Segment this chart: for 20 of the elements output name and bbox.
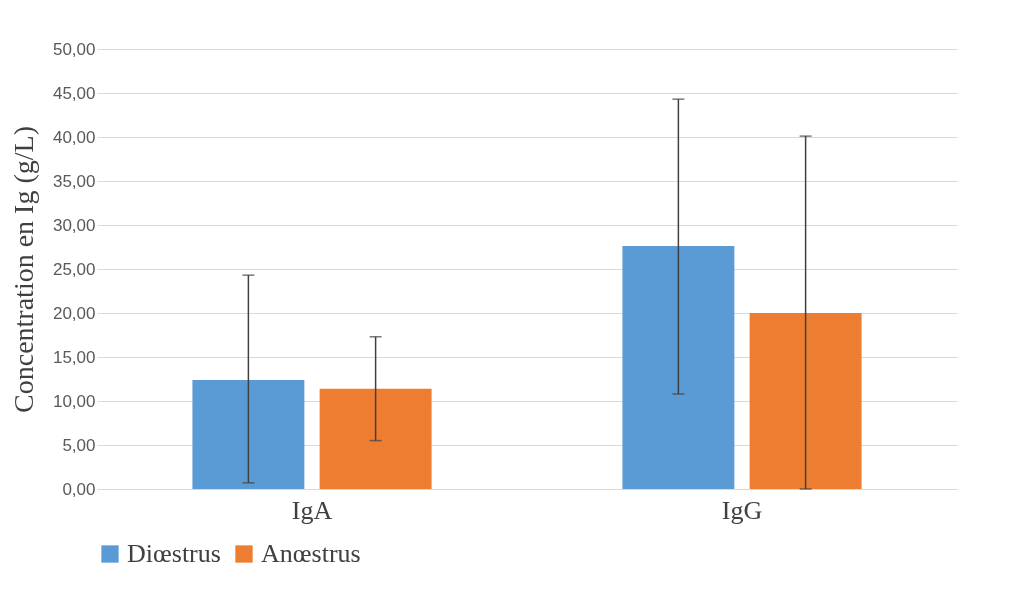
y-tick-label: 30,00 bbox=[52, 215, 96, 235]
y-tick-label: 5,00 bbox=[62, 435, 96, 455]
bar bbox=[749, 313, 862, 489]
y-tick-label: 10,00 bbox=[52, 391, 96, 411]
bar bbox=[192, 379, 305, 489]
y-axis-title: Concentration en Ig (g/L) bbox=[7, 126, 39, 413]
legend-label: Diœstrus bbox=[127, 539, 221, 568]
y-tick-label: 0,00 bbox=[62, 479, 96, 499]
y-tick-label: 20,00 bbox=[52, 303, 96, 323]
x-tick-label: IgA bbox=[291, 495, 333, 525]
y-tick-label: 45,00 bbox=[52, 83, 96, 103]
y-tick-label: 50,00 bbox=[52, 39, 96, 59]
y-tick-label: 15,00 bbox=[52, 347, 96, 367]
legend-label: Anœstrus bbox=[261, 539, 361, 568]
bar bbox=[622, 246, 735, 489]
bar bbox=[319, 388, 432, 489]
y-tick-label: 40,00 bbox=[52, 127, 96, 147]
y-tick-label: 35,00 bbox=[52, 171, 96, 191]
y-tick-label: 25,00 bbox=[52, 259, 96, 279]
x-tick-label: IgG bbox=[721, 495, 763, 525]
